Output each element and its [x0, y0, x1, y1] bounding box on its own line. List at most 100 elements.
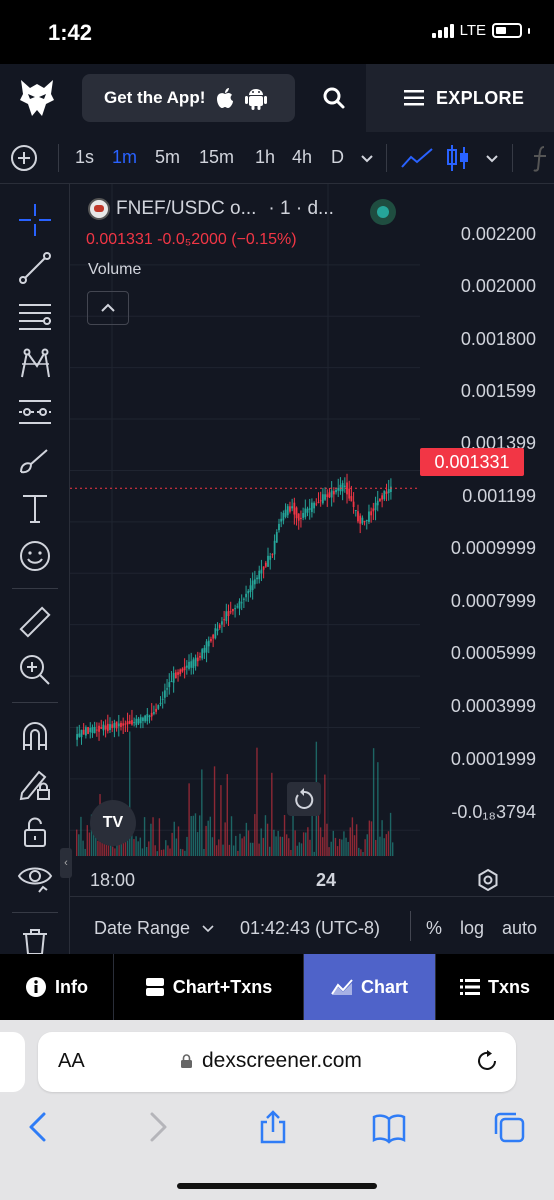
timeframe-1s[interactable]: 1s	[75, 147, 95, 167]
trend-line-icon[interactable]	[17, 250, 53, 286]
tab-txns[interactable]: Txns	[436, 954, 554, 1020]
forward-icon[interactable]	[140, 1110, 174, 1144]
bookmarks-icon[interactable]	[372, 1110, 406, 1144]
percent-toggle[interactable]: %	[426, 918, 443, 938]
volume-bar	[309, 839, 311, 856]
tab-chart[interactable]: Chart	[304, 954, 436, 1020]
candle-body	[346, 482, 348, 495]
menu-icon	[404, 90, 424, 106]
chevron-down-icon[interactable]	[202, 925, 214, 933]
volume-bar	[177, 826, 180, 856]
reader-options-button[interactable]: AA	[58, 1050, 85, 1072]
magnet-icon[interactable]	[17, 718, 53, 754]
trash-icon[interactable]	[17, 928, 53, 954]
pair-name[interactable]: FNEF/USDC o...	[116, 198, 257, 219]
volume-bar	[143, 817, 146, 856]
auto-toggle[interactable]: auto	[502, 918, 538, 938]
tabs-icon[interactable]	[492, 1110, 526, 1144]
toolbar-divider	[512, 144, 513, 172]
timeframe-1m[interactable]: 1m	[112, 147, 138, 167]
volume-bar	[328, 847, 330, 856]
date-range-button[interactable]: Date Range	[94, 918, 191, 938]
tradingview-logo-icon[interactable]: TV	[90, 800, 136, 846]
get-app-label: Get the App!	[104, 88, 206, 107]
volume-bar	[78, 834, 80, 856]
volume-bar	[302, 832, 305, 856]
explore-button[interactable]: EXPLORE	[366, 64, 554, 132]
eye-icon[interactable]	[17, 860, 53, 896]
emoji-icon[interactable]	[17, 538, 53, 574]
candle-body	[155, 708, 157, 712]
fib-icon[interactable]	[17, 298, 53, 334]
volume-bar	[294, 830, 296, 856]
eagle-logo-icon[interactable]	[18, 78, 56, 118]
volume-bar	[347, 841, 349, 856]
brush-icon[interactable]	[17, 442, 53, 478]
settings-icon[interactable]	[476, 868, 500, 892]
volume-bar	[162, 849, 165, 856]
candle-body	[267, 555, 269, 567]
timeframe-d[interactable]: D	[331, 147, 344, 167]
address-bar[interactable]: AA dexscreener.com	[38, 1032, 516, 1092]
chevron-down-icon[interactable]	[360, 154, 374, 163]
volume-bar	[277, 830, 279, 856]
chart-bottom-controls: Date Range 01:42:43 (UTC-8) % log auto	[70, 896, 554, 954]
candle-body	[104, 725, 107, 730]
back-icon[interactable]	[22, 1110, 56, 1144]
tab-chart-txns[interactable]: Chart+Txns	[114, 954, 304, 1020]
previous-tab-preview[interactable]	[0, 1032, 25, 1092]
volume-bar	[148, 841, 150, 856]
share-icon[interactable]	[256, 1110, 290, 1144]
volume-bar	[283, 815, 286, 856]
collapse-legend-button[interactable]	[87, 291, 129, 325]
tab-info[interactable]: Info	[0, 954, 114, 1020]
reload-icon[interactable]	[474, 1048, 500, 1074]
zoom-in-icon[interactable]	[17, 652, 53, 688]
candle-body	[153, 712, 155, 714]
prediction-icon[interactable]	[17, 394, 53, 430]
price-chart[interactable]	[70, 184, 554, 896]
text-icon[interactable]	[17, 490, 53, 526]
volume-bar	[90, 814, 93, 856]
timeframe-5m[interactable]: 5m	[155, 147, 181, 167]
unlock-icon[interactable]	[17, 814, 53, 850]
volume-bar	[230, 816, 233, 856]
candle-body	[148, 715, 151, 718]
token-icon	[88, 198, 110, 220]
reset-chart-button[interactable]	[287, 782, 321, 816]
candle-body	[142, 717, 144, 722]
timeframe-1h[interactable]: 1h	[255, 147, 276, 167]
volume-bar	[241, 838, 243, 856]
get-the-app-button[interactable]: Get the App!	[82, 74, 295, 122]
lock-drawing-icon[interactable]	[17, 766, 53, 802]
candle-body	[379, 498, 381, 502]
hide-toolbar-handle[interactable]: ‹	[60, 848, 72, 878]
crosshair-icon[interactable]	[17, 202, 53, 238]
timeframe-15m[interactable]: 15m	[199, 147, 235, 167]
url-text[interactable]: dexscreener.com	[202, 1049, 362, 1072]
search-icon[interactable]	[320, 84, 348, 112]
candle-body	[321, 494, 324, 504]
log-toggle[interactable]: log	[460, 918, 485, 938]
candle-body	[232, 609, 234, 612]
pattern-icon[interactable]	[17, 346, 53, 382]
volume-bar	[298, 842, 301, 856]
price-axis-label: 0.002200	[460, 224, 536, 244]
volume-bar	[224, 822, 226, 856]
volume-bar	[222, 844, 224, 856]
clock-timezone[interactable]: 01:42:43 (UTC-8)	[240, 918, 381, 938]
volume-bar	[112, 846, 114, 856]
chevron-down-icon[interactable]	[485, 154, 499, 163]
volume-bar	[377, 762, 379, 856]
timeframe-4h[interactable]: 4h	[292, 147, 313, 167]
line-chart-icon[interactable]	[400, 146, 434, 170]
candle-body	[251, 580, 254, 591]
volume-bar	[167, 845, 169, 856]
add-symbol-icon[interactable]	[11, 145, 37, 171]
candle-body	[357, 511, 359, 522]
indicators-icon[interactable]	[530, 144, 554, 172]
candle-body	[212, 634, 215, 639]
ruler-icon[interactable]	[17, 604, 53, 640]
candlestick-icon[interactable]	[446, 143, 470, 173]
chart-area[interactable]: FNEF/USDC o... · 1 · d... 0.001331 -0.0₅…	[60, 184, 554, 954]
